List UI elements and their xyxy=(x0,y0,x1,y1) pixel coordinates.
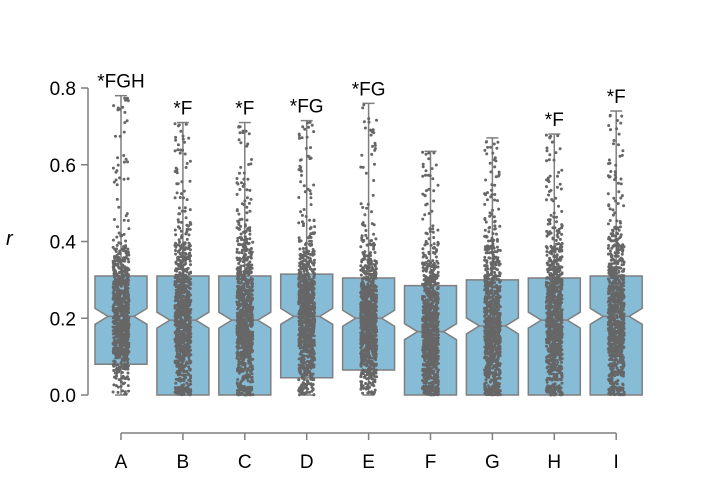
significance-label: *F xyxy=(545,110,564,131)
points-A xyxy=(111,96,131,396)
points-D xyxy=(297,120,317,397)
y-tick-label: 0.0 xyxy=(50,386,76,407)
x-tick-label: C xyxy=(238,452,252,473)
y-axis: 0.0 0.2 0.4 0.6 0.8 xyxy=(50,79,89,407)
points-G xyxy=(482,140,502,397)
y-axis-label: r xyxy=(6,228,14,250)
points-H xyxy=(544,133,564,397)
y-tick-label: 0.8 xyxy=(50,79,76,100)
significance-label: *FG xyxy=(290,97,324,118)
significance-label: *F xyxy=(173,99,192,120)
y-tick-label: 0.2 xyxy=(50,309,76,330)
x-tick-label: F xyxy=(425,452,437,473)
x-tick-label: D xyxy=(300,452,314,473)
points-C xyxy=(235,125,255,397)
x-tick-label: H xyxy=(547,452,561,473)
y-tick-label: 0.6 xyxy=(50,156,76,177)
x-tick-label: B xyxy=(177,452,190,473)
significance-label: *FG xyxy=(352,79,386,100)
points-F xyxy=(421,150,440,397)
points-E xyxy=(359,103,379,396)
x-tick-label: I xyxy=(614,452,619,473)
significance-label: *F xyxy=(235,99,254,120)
significance-annotations: *FGH *F *F *FG *FG *F *F xyxy=(97,72,625,131)
x-tick-label: A xyxy=(115,452,128,473)
points-B xyxy=(173,122,193,397)
x-tick-label: E xyxy=(362,452,375,473)
x-tick-label: G xyxy=(485,452,500,473)
jitter-points xyxy=(111,96,626,397)
significance-label: *F xyxy=(607,87,626,108)
significance-label: *FGH xyxy=(97,72,145,93)
x-axis: A B C D E F G H I xyxy=(115,432,619,473)
y-tick-label: 0.4 xyxy=(50,233,77,254)
points-I xyxy=(606,113,626,397)
